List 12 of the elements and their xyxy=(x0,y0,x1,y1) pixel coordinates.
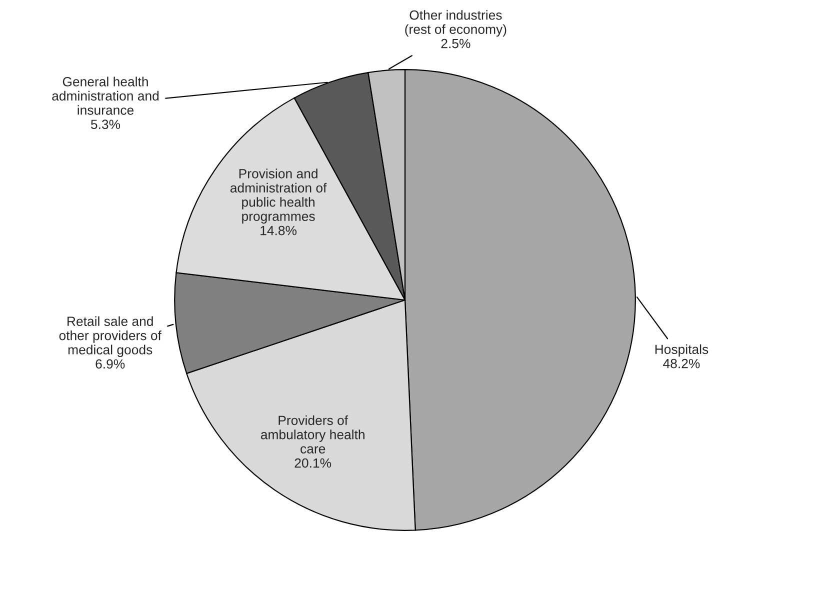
data-label: 5.3% xyxy=(90,120,120,130)
data-label: 20.1% xyxy=(294,458,332,468)
slice-label: Provision and administration of public health programmes xyxy=(230,168,327,224)
data-label: 6.9% xyxy=(96,359,125,369)
slice-label: General health administration and insurance xyxy=(52,76,159,115)
data-label: 14.8% xyxy=(260,226,297,236)
slice-label: Retail sale and other providers of medical goods xyxy=(59,316,162,358)
slice-label: Hospitals xyxy=(655,344,708,357)
data-label: 2.5% xyxy=(441,38,470,48)
slice-label: Providers of ambulatory health care xyxy=(260,415,364,454)
data-label: 48.2% xyxy=(663,358,700,368)
slice-label: Other industries (rest of economy) xyxy=(405,10,506,37)
